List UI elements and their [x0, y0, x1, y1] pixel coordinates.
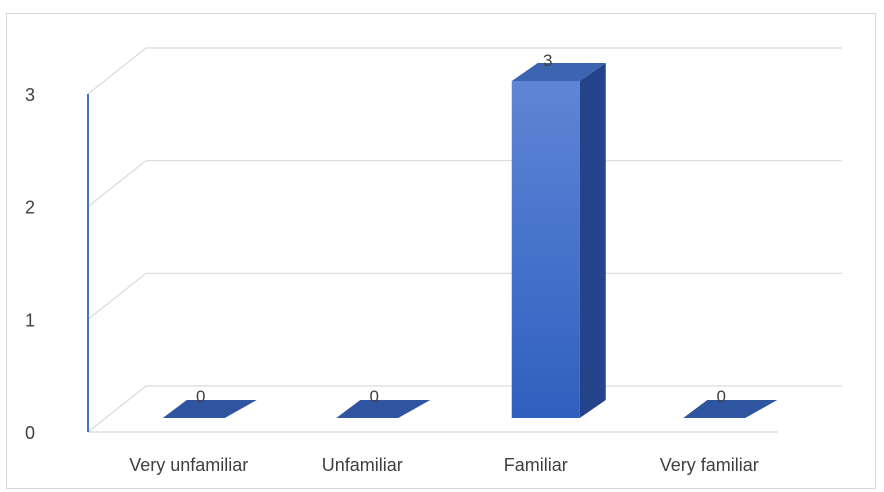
- gridline: [87, 160, 842, 208]
- data-label: 0: [196, 387, 205, 406]
- gridline: [87, 272, 842, 320]
- y-tick-label: 1: [25, 310, 35, 330]
- data-label: 0: [370, 387, 379, 406]
- data-label: 0: [717, 387, 726, 406]
- y-tick-label: 3: [25, 85, 35, 105]
- x-tick-label: Very familiar: [660, 455, 759, 475]
- y-tick-label: 0: [25, 423, 35, 443]
- x-tick-label: Familiar: [504, 455, 568, 475]
- data-label: 3: [543, 51, 552, 70]
- gridline: [87, 47, 842, 95]
- y-tick-label: 2: [25, 198, 35, 218]
- bar: [162, 400, 257, 418]
- bar: [683, 400, 778, 418]
- gridline: [87, 385, 842, 433]
- x-tick-label: Unfamiliar: [322, 455, 403, 475]
- x-tick-label: Very unfamiliar: [129, 455, 248, 475]
- bar: [511, 63, 606, 418]
- bar: [336, 400, 431, 418]
